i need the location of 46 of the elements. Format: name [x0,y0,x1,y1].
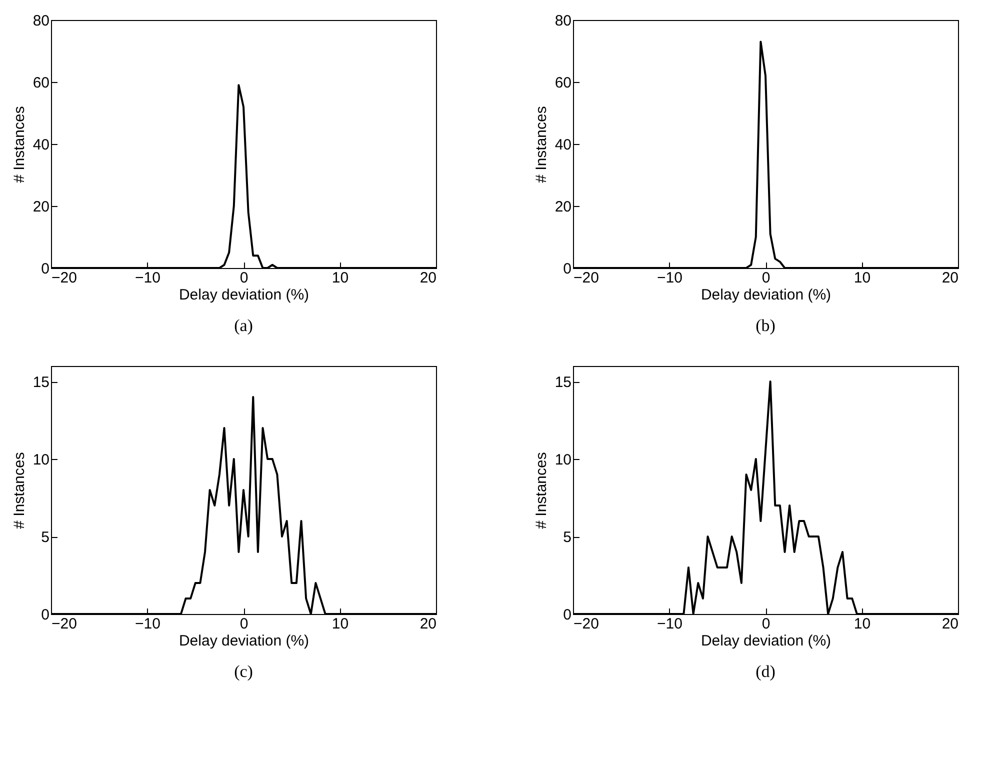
y-tick-label: 20 [554,198,572,216]
x-tick-label: −20 [52,270,77,286]
y-tick-label: 10 [554,452,572,468]
x-axis-title: Delay deviation (%) [700,632,832,650]
text: (b) [756,316,776,335]
y-tick-label: 15 [554,374,572,391]
x-tick-label: 20 [420,616,436,632]
x-tick-label: −20 [52,616,77,632]
y-axis-title: # Instances [10,106,28,183]
y-tick-label: 40 [554,136,572,154]
x-tick-label: 20 [420,270,436,286]
x-tick-label: −10 [657,616,682,632]
x-tick-label: 20 [942,270,958,286]
y-tick-label: 20 [32,198,50,216]
x-tick-label: 0 [240,616,248,632]
y-tick-label: 5 [563,529,572,546]
x-tick-label: 10 [332,616,349,632]
x-tick-label: 10 [854,270,871,286]
y-axis-title: # Instances [10,452,28,529]
x-tick-label: 0 [762,270,770,286]
x-axis-title: Delay deviation (%) [178,632,310,650]
text: (c) [234,662,253,681]
x-tick-label: 0 [240,270,248,286]
x-tick-label: 10 [332,270,349,286]
text: (d) [756,662,776,681]
y-tick-label: 15 [32,374,50,391]
y-tick-label: 80 [32,12,50,30]
x-axis-title: Delay deviation (%) [178,286,310,304]
x-axis-title: Delay deviation (%) [700,286,832,304]
x-tick-label: 10 [854,616,871,632]
y-tick-label: 40 [32,136,50,154]
x-tick-label: −10 [657,270,682,286]
y-tick-label: 5 [41,529,50,546]
y-axis-title: # Instances [532,452,550,529]
x-tick-label: −10 [135,616,160,632]
x-tick-label: −20 [574,270,599,286]
y-axis-title: # Instances [532,106,550,183]
text: (a) [234,316,253,335]
x-tick-label: 20 [942,616,958,632]
x-tick-label: −20 [574,616,599,632]
y-tick-label: 80 [554,12,572,30]
x-tick-label: −10 [135,270,160,286]
x-tick-label: 0 [762,616,770,632]
y-tick-label: 60 [32,74,50,92]
y-tick-label: 10 [32,452,50,468]
y-tick-label: 60 [554,74,572,92]
